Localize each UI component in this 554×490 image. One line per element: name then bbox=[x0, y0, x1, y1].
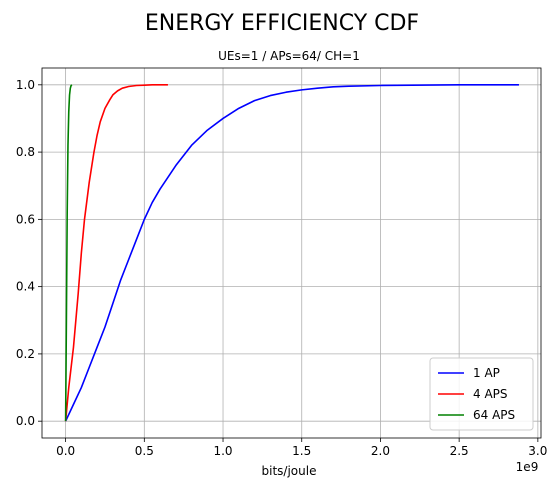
y-tick-label: 1.0 bbox=[16, 78, 35, 92]
legend: 1 AP 4 APS 64 APS bbox=[429, 357, 534, 431]
legend-box bbox=[429, 357, 534, 431]
x-tick-label: 2.5 bbox=[450, 444, 469, 458]
x-axis-label: bits/joule bbox=[262, 464, 317, 478]
x-tick-label: 0.5 bbox=[135, 444, 154, 458]
chart-title: ENERGY EFFICIENCY CDF bbox=[145, 11, 419, 36]
y-tick-label: 0.8 bbox=[16, 145, 35, 159]
x-tick-label: 1.5 bbox=[292, 444, 311, 458]
plot-area bbox=[41, 67, 542, 439]
y-tick-label: 0.6 bbox=[16, 212, 35, 226]
x-tick-label: 2.0 bbox=[371, 444, 390, 458]
series-line-1-ap bbox=[64, 84, 519, 422]
series-line-64-aps bbox=[64, 84, 73, 422]
y-tick-label: 0.4 bbox=[16, 280, 35, 294]
y-tick-label: 0.2 bbox=[16, 347, 35, 361]
x-tick-label: 0.0 bbox=[56, 444, 75, 458]
legend-label-64-aps: 64 APS bbox=[473, 408, 515, 422]
legend-label-4-aps: 4 APS bbox=[473, 387, 508, 401]
x-tick-label: 3.0 bbox=[528, 444, 547, 458]
y-tick-label: 0.0 bbox=[16, 414, 35, 428]
series-line-4-aps bbox=[64, 84, 168, 422]
series-lines bbox=[64, 84, 519, 422]
legend-label-1-ap: 1 AP bbox=[473, 366, 500, 380]
axis-ticks: 0.0 0.5 1.0 1.5 2.0 2.5 3.0 0.0 0.2 0.4 0.6 0.8 1.0 bbox=[16, 78, 547, 458]
chart-subtitle: UEs=1 / APs=64/ CH=1 bbox=[218, 49, 360, 63]
x-axis-offset-label: 1e9 bbox=[516, 460, 539, 474]
x-tick-label: 1.0 bbox=[213, 444, 232, 458]
